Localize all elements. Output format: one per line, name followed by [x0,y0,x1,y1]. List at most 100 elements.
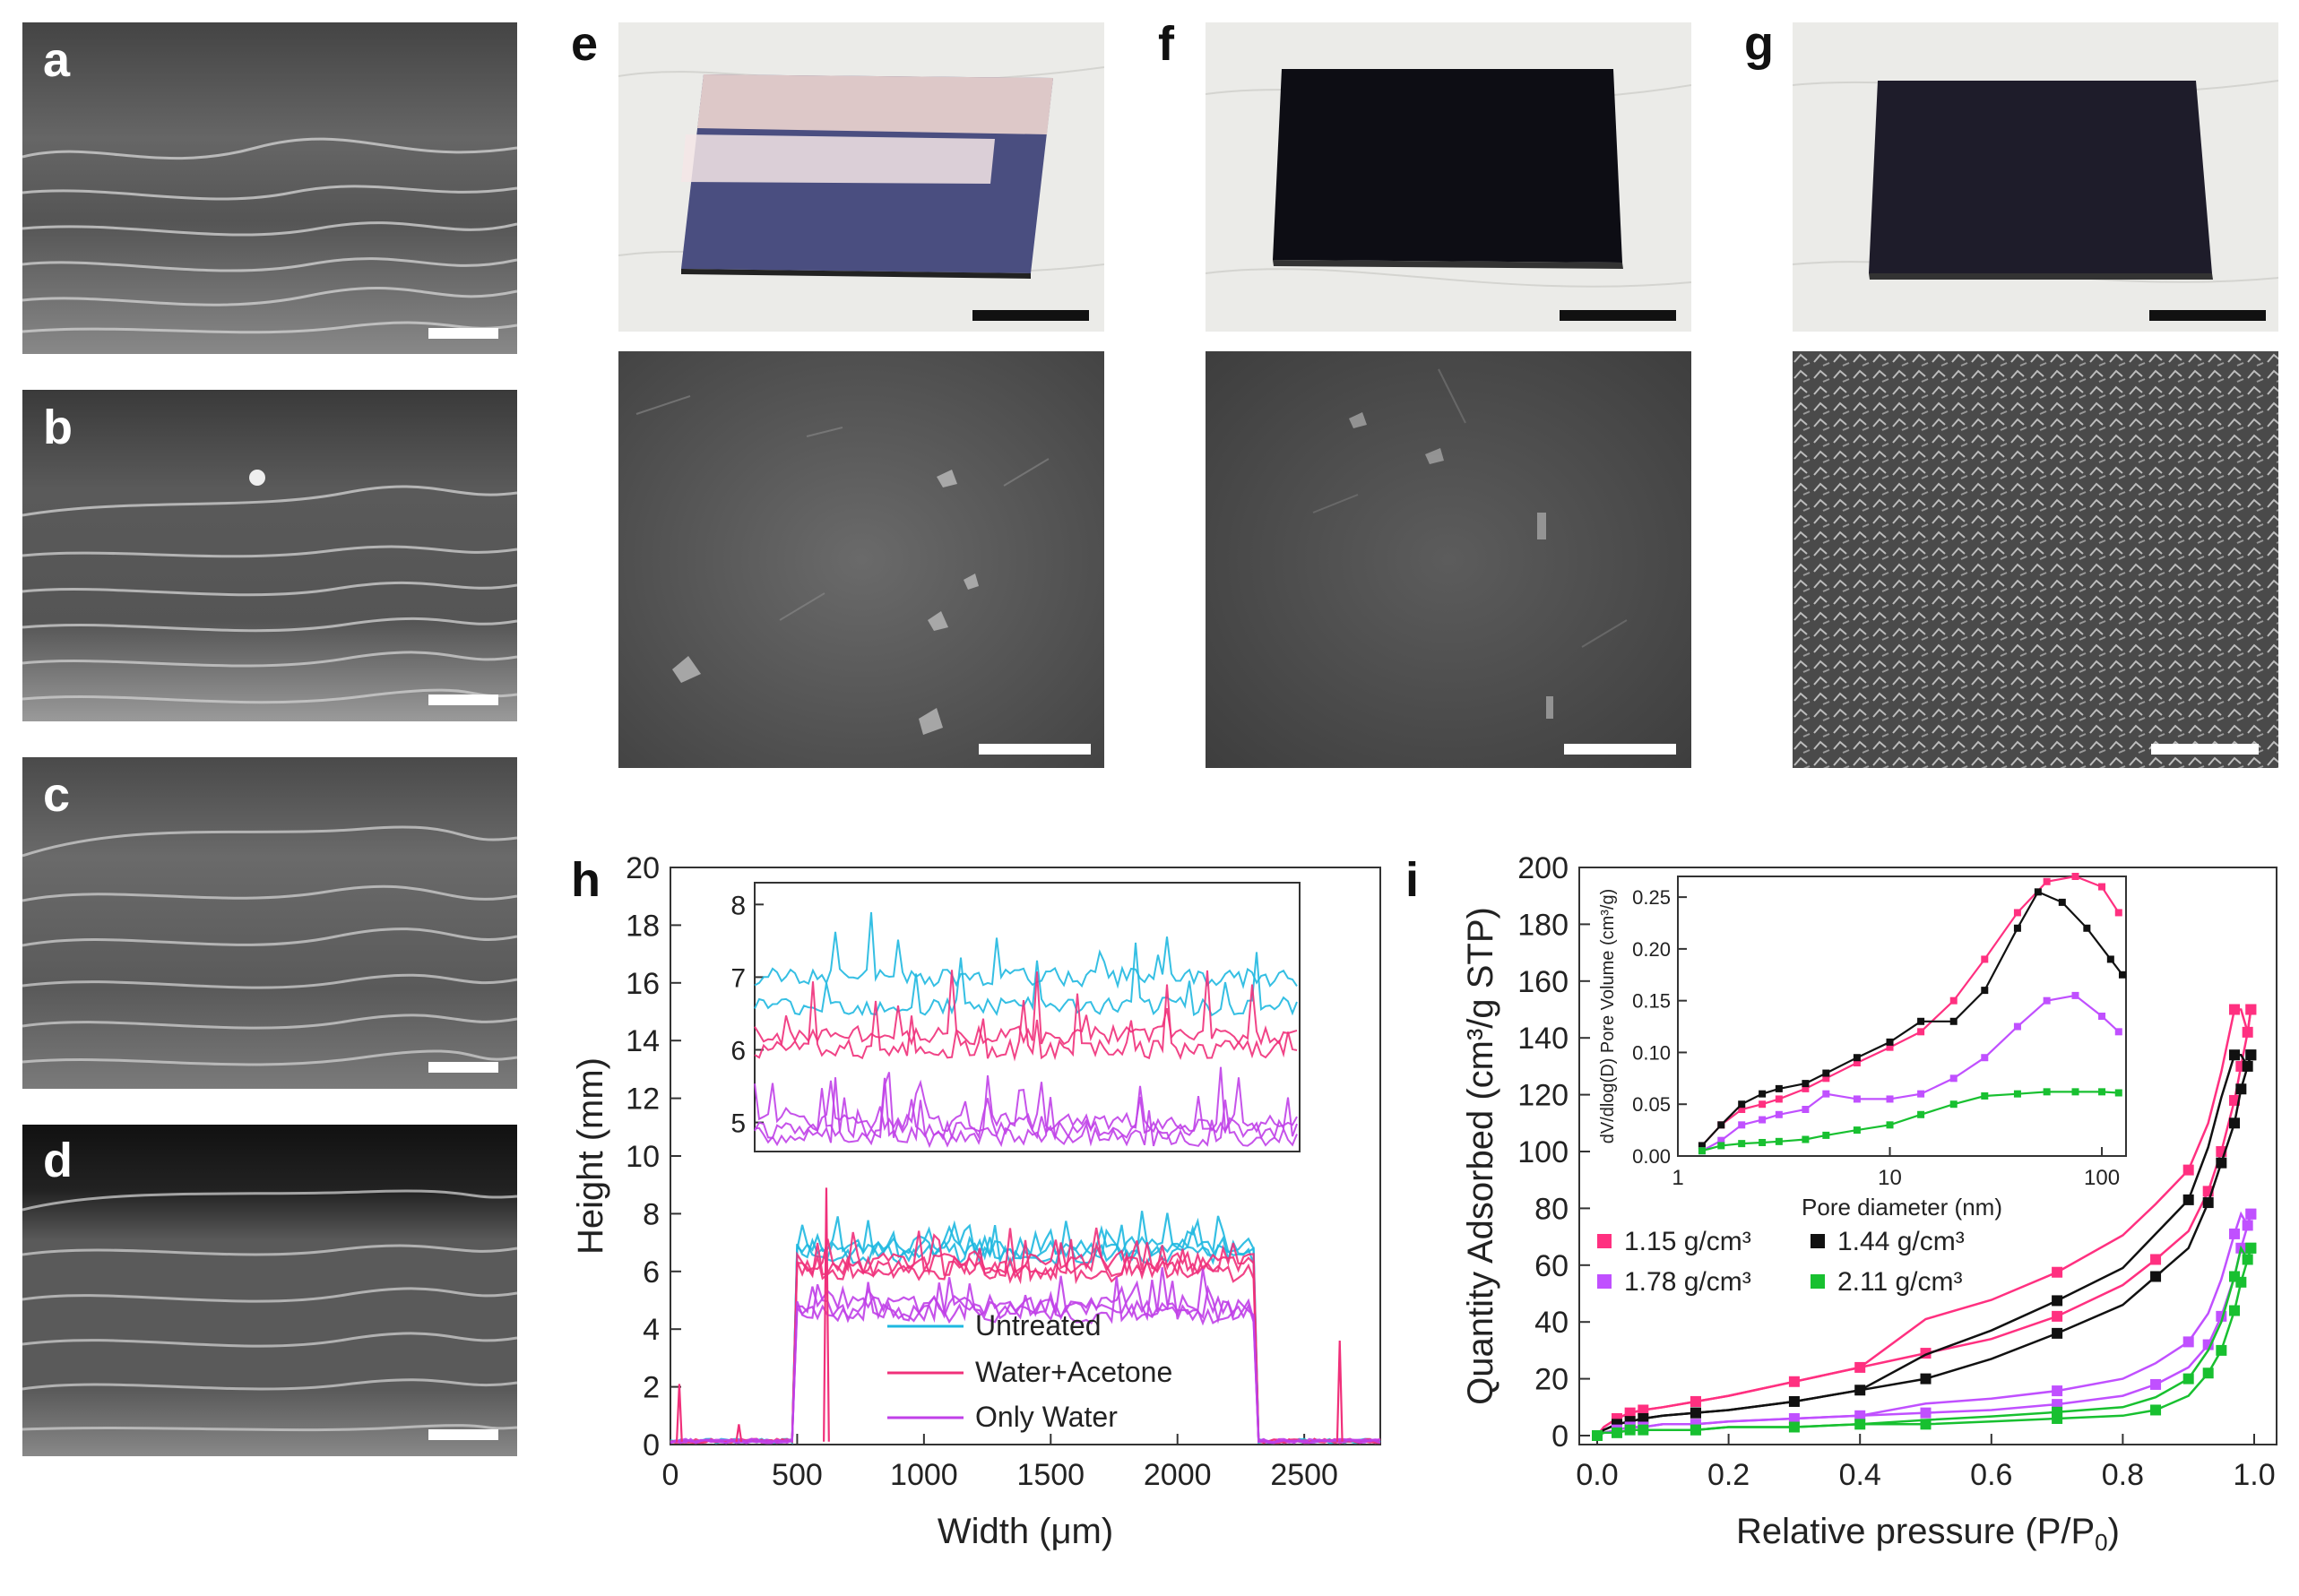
inset-marker-i-1 [1698,1142,1706,1150]
inset-x-tick-label-i: 100 [2084,1166,2120,1190]
desorption-marker-2 [1592,1430,1603,1441]
inset-y-tick-label-i: 0.10 [1632,1041,1671,1064]
inset-marker-i-2 [1981,1054,1989,1062]
adsorption-marker-2 [1611,1424,1622,1436]
y-tick-label-i: 80 [1534,1192,1569,1226]
inset-marker-i-3 [2114,1089,2122,1097]
desorption-marker-3 [2052,1406,2063,1418]
inset-marker-i-2 [1802,1106,1810,1113]
desorption-marker-1 [2052,1295,2063,1307]
adsorption-marker-1 [2242,1060,2253,1072]
legend-label-i-1: 1.44 g/cm³ [1837,1227,1965,1256]
adsorption-marker-3 [1592,1430,1603,1441]
inset-y-tick-label-i: 0.15 [1632,990,1671,1013]
desorption-marker-0 [2245,1004,2257,1015]
inset-marker-i-3 [1917,1110,1925,1118]
y-tick-label: 12 [626,1083,660,1117]
inset-marker-i-0 [2013,909,2021,917]
sem-image-d [22,1125,517,1456]
inset-marker-i-1 [1717,1121,1725,1129]
adsorption-line-2 [1596,1213,2252,1437]
legend-label-1: Water+Acetone [975,1356,1172,1388]
adsorption-marker-3 [1638,1424,1649,1436]
inset-marker-i-0 [2043,877,2051,885]
adsorption-marker-0 [2216,1146,2227,1157]
inset-frame-i [1677,876,2127,1157]
adsorption-marker-2 [2235,1242,2247,1254]
inset-y-tick-label-i: 0.05 [1632,1093,1671,1116]
adsorption-marker-3 [2202,1367,2214,1379]
x-tick-label: 2500 [1270,1458,1338,1492]
inset-marker-i-0 [1698,1142,1706,1150]
inset-marker-i-1 [2058,898,2066,906]
sem-surface-g [1793,351,2278,768]
desorption-line-0 [1596,1008,2252,1436]
inset-marker-i-3 [2098,1088,2106,1096]
profile-line-0 [670,1212,1381,1445]
spike [675,1384,683,1442]
adsorption-marker-0 [2229,1094,2241,1106]
panel-label-g: g [1744,17,1774,71]
y-tick-label: 10 [626,1140,660,1174]
sem-image-a [22,22,517,354]
adsorption-marker-0 [2150,1254,2162,1265]
adsorption-marker-3 [2052,1412,2063,1424]
inset-marker-i-3 [1717,1142,1725,1150]
legend-swatch-i-3 [1811,1274,1825,1289]
desorption-marker-3 [2182,1373,2194,1385]
adsorption-marker-3 [2245,1242,2257,1254]
inset-line-i-1 [1701,890,2123,1147]
inset-marker-i-0 [1738,1106,1746,1113]
sem-layers-d [22,1125,517,1456]
desorption-marker-1 [2229,1049,2241,1061]
y-tick-label: 16 [626,967,660,1001]
inset-marker-i-0 [1759,1100,1767,1109]
adsorption-marker-0 [2245,1004,2257,1015]
desorption-marker-2 [2052,1385,2063,1397]
scale-bar-g-sem [2151,744,2259,755]
inset-marker-i-3 [1759,1138,1767,1146]
y-tick-label-i: 160 [1517,965,1569,999]
x-tick-label: 1500 [1016,1458,1085,1492]
y-tick-label-i: 120 [1517,1079,1569,1113]
y-tick-label-i: 200 [1517,851,1569,885]
legend-label-i-2: 1.78 g/cm³ [1624,1267,1751,1297]
film-f [1206,22,1691,332]
inset-marker-i-2 [1759,1116,1767,1124]
panel-label-c: c [43,768,71,822]
y-tick-label-i: 60 [1534,1249,1569,1283]
y-tick-label-i: 40 [1534,1306,1569,1340]
y-axis-label: Height (mm) [571,1057,610,1255]
inset-marker-i-3 [1822,1131,1830,1139]
inset-line-4 [754,1066,1298,1134]
adsorption-marker-2 [2202,1339,2214,1350]
adsorption-marker-3 [2216,1344,2227,1356]
inset-line-2 [754,970,1298,1048]
inset-marker-i-2 [2098,1013,2106,1020]
scale-bar-f-photo [1560,310,1676,321]
profile-line-2 [670,1276,1380,1445]
panel-label-f: f [1158,17,1174,71]
x-tick-label-i: 1.0 [2233,1458,2275,1492]
inset-y-tick-label-i: 0.20 [1632,938,1671,961]
adsorption-marker-2 [1638,1421,1649,1433]
inset-marker-i-1 [1981,987,1989,995]
inset-y-tick-label: 6 [730,1036,746,1065]
inset-marker-i-1 [2106,955,2114,963]
adsorption-marker-0 [1592,1430,1603,1441]
desorption-marker-0 [2182,1164,2194,1176]
inset-marker-i-3 [1981,1091,1989,1100]
adsorption-line-3 [1596,1247,2252,1437]
inset-line-3 [754,981,1298,1062]
adsorption-marker-3 [2235,1276,2247,1288]
panel-label-d: d [43,1134,73,1187]
adsorption-marker-0 [2235,1060,2247,1072]
y-tick-label: 18 [626,909,660,943]
inset-marker-i-3 [1738,1140,1746,1148]
y-tick-label: 14 [626,1024,660,1058]
adsorption-marker-3 [1920,1419,1932,1430]
inset-marker-i-1 [2083,924,2091,932]
inset-y-tick-label: 8 [730,891,746,920]
inset-line-i-0 [1701,875,2120,1147]
scale-bar-f-sem [1564,744,1676,755]
